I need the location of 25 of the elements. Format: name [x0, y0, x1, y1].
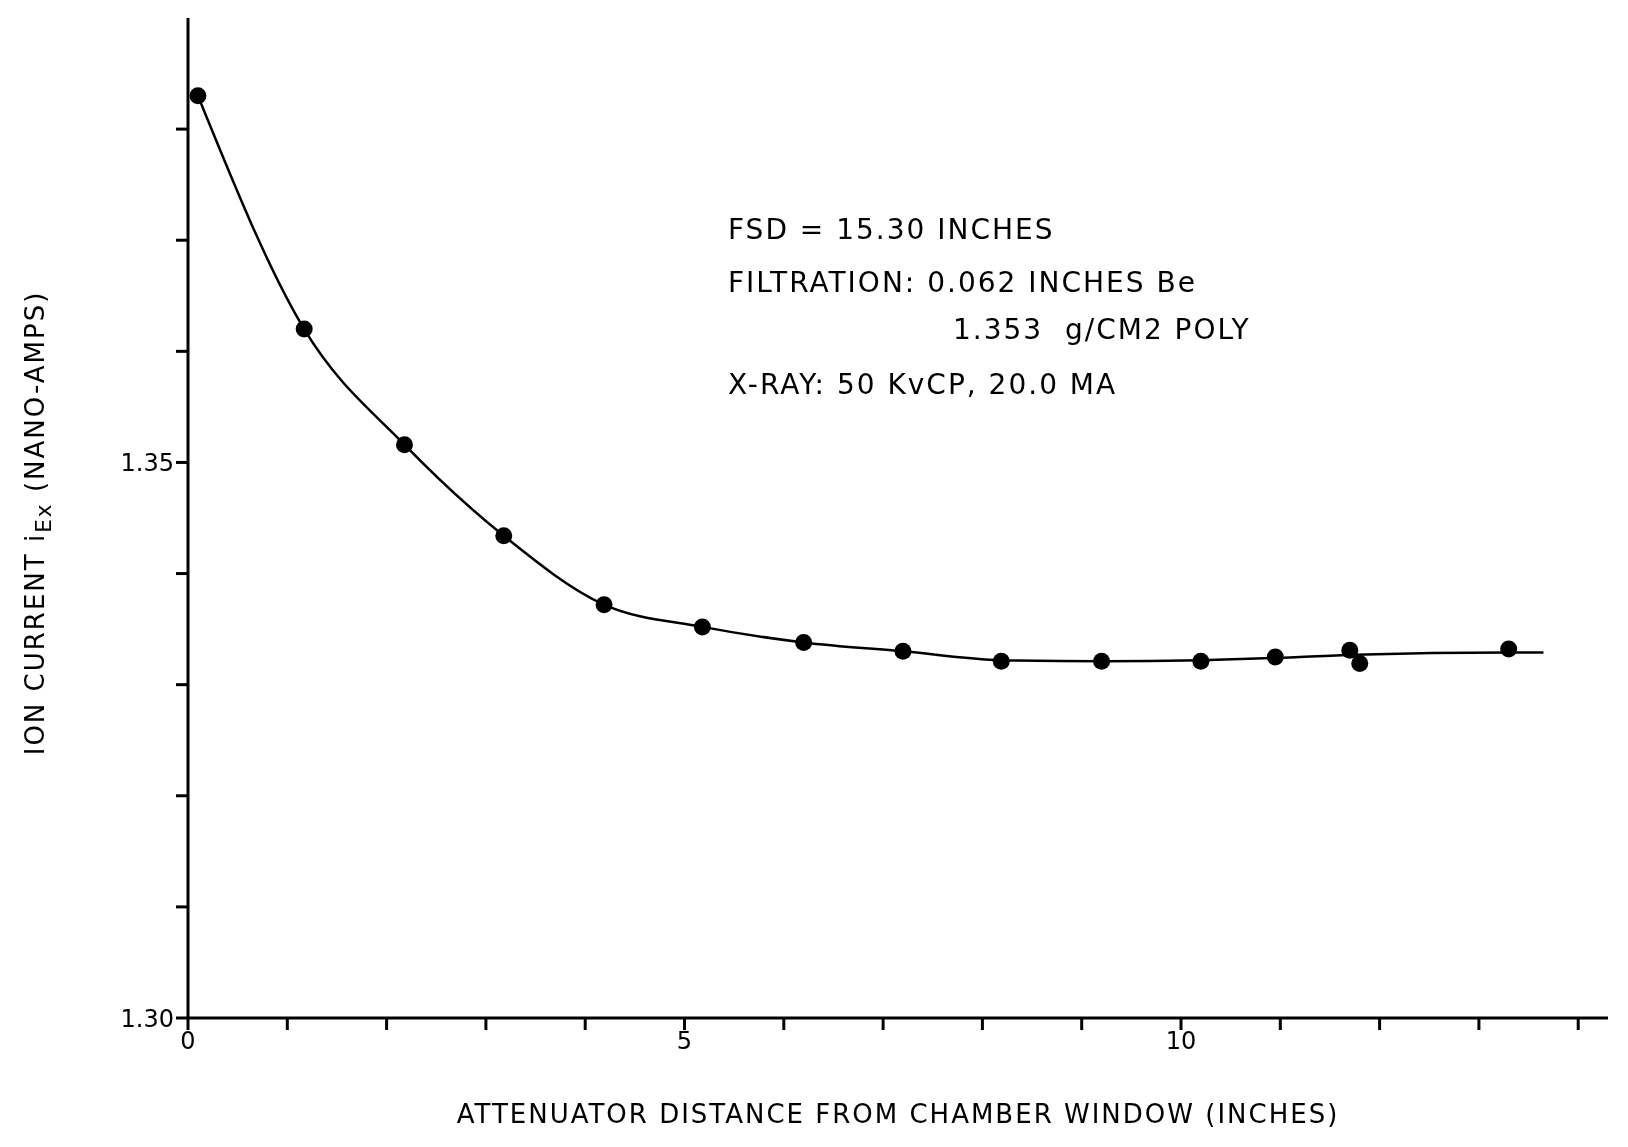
point: [395, 436, 413, 454]
point: [595, 596, 613, 614]
y-tick-label: 1.35: [120, 448, 174, 477]
annotation: X-RAY: 50 KvCP, 20.0 MA: [728, 368, 1118, 401]
x-tick-label: 10: [1165, 1027, 1197, 1056]
annotation: FSD = 15.30 INCHES: [728, 213, 1055, 246]
point: [1192, 652, 1210, 670]
point: [295, 320, 313, 338]
point: [795, 633, 813, 651]
point: [1351, 655, 1369, 673]
y-tick-label: 1.30: [120, 1004, 174, 1033]
point: [992, 652, 1010, 670]
point: [495, 527, 513, 545]
point: [894, 642, 912, 660]
annotation: FILTRATION: 0.062 INCHES Be: [728, 266, 1197, 299]
point: [1341, 641, 1359, 659]
point: [189, 87, 207, 105]
x-axis-title: ATTENUATOR DISTANCE FROM CHAMBER WINDOW (INCHES): [456, 1099, 1340, 1129]
x-tick-label: 5: [676, 1027, 693, 1056]
point: [693, 618, 711, 636]
point: [1266, 648, 1284, 666]
point: [1093, 652, 1111, 670]
x-tick-label: 0: [180, 1027, 196, 1056]
point: [1500, 640, 1518, 658]
annotation: 1.353 g/CM2 POLY: [953, 313, 1251, 346]
